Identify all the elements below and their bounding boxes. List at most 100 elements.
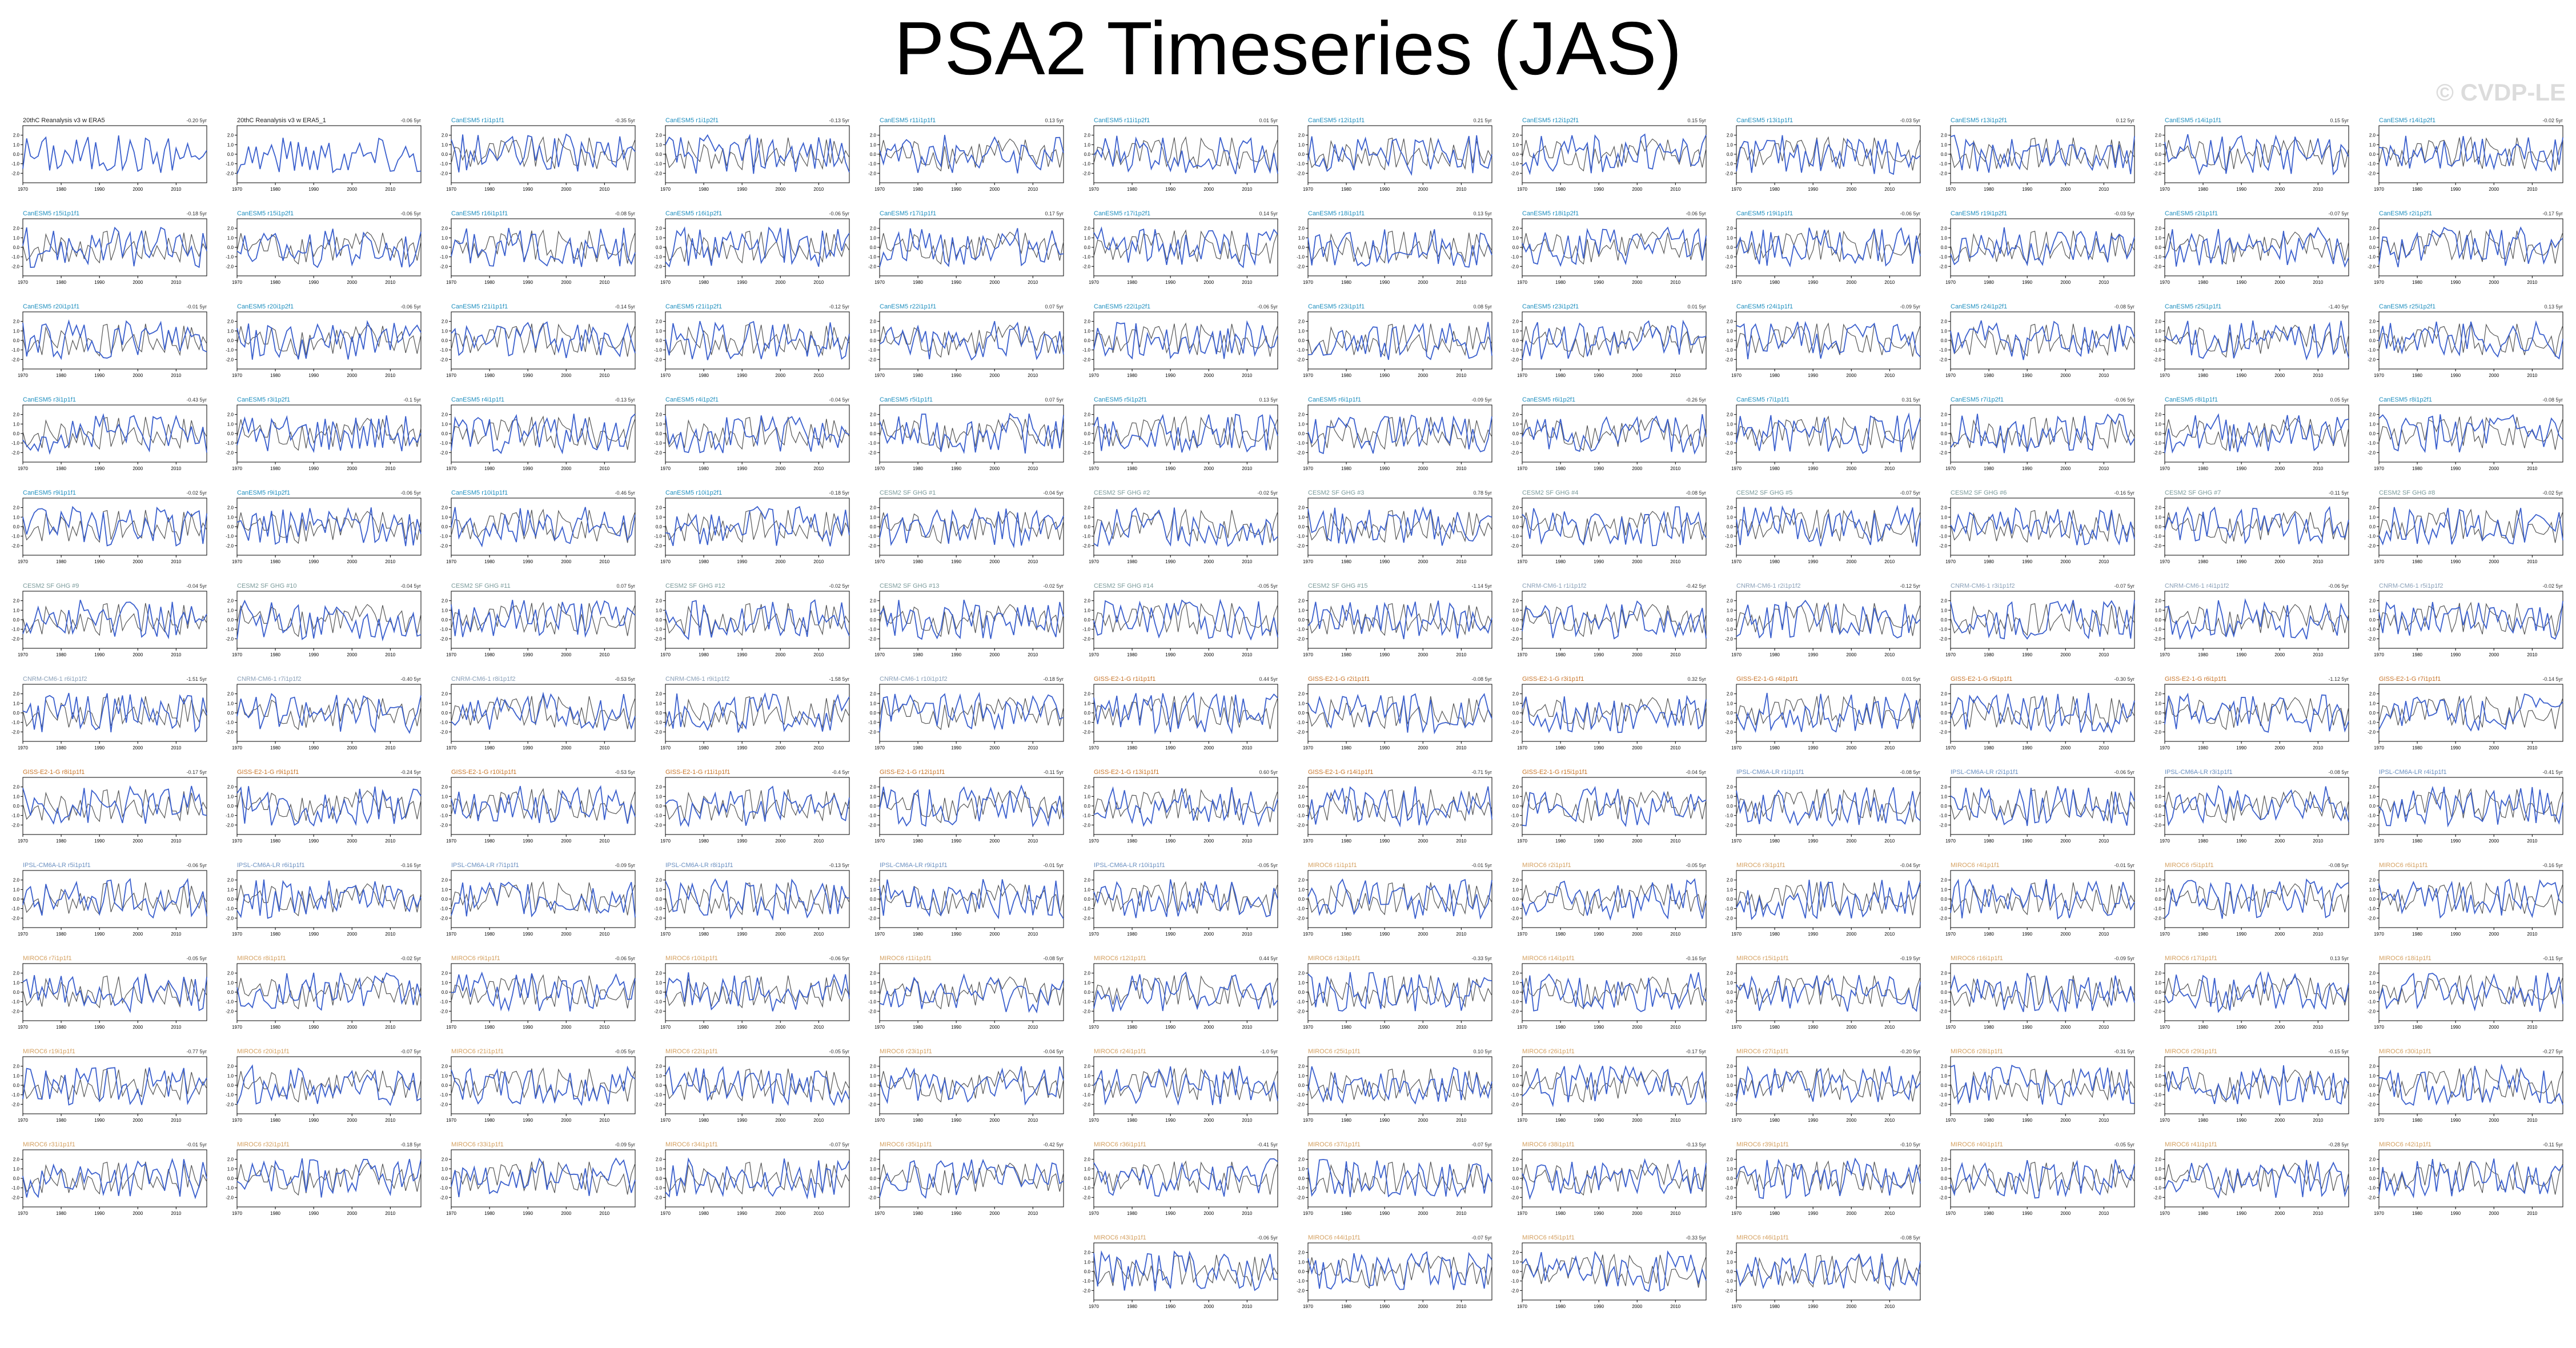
- obs-series-line: [451, 229, 636, 264]
- x-tick-label: 2000: [561, 745, 571, 751]
- x-tick-label: 2010: [385, 652, 395, 657]
- x-tick-label: 1990: [1594, 652, 1604, 657]
- x-tick-label: 1970: [1303, 559, 1313, 564]
- model-series-line: [236, 320, 422, 360]
- y-tick-label: -2.0: [1082, 916, 1090, 921]
- panel-title: IPSL-CM6A-LR r5i1p1f1: [23, 862, 91, 869]
- model-series-line: [451, 691, 636, 731]
- x-tick-label: 1980: [1984, 1211, 1994, 1216]
- panel: IPSL-CM6A-LR r1i1p1f1 -0.08 5yr2.01.00.0-…: [1725, 769, 1921, 844]
- panel: CanESM5 r14i1p1f1 0.15 5yr2.01.00.0-1.0-2…: [2153, 117, 2349, 192]
- x-tick-label: 2000: [1418, 559, 1428, 564]
- y-tick-label: -2.0: [1725, 1009, 1733, 1014]
- x-tick-label: 2010: [171, 745, 181, 751]
- y-tick-label: -2.0: [1725, 823, 1733, 828]
- y-tick-label: -2.0: [1725, 171, 1733, 176]
- y-tick-label: 1.0: [13, 1073, 20, 1078]
- x-tick-label: 2010: [1242, 1211, 1252, 1216]
- plot-frame: [879, 218, 1064, 276]
- y-tick-label: 0.0: [656, 711, 663, 716]
- y-tick-label: 2.0: [1727, 133, 1734, 138]
- panel-trend: -0.42 5yr: [1686, 583, 1706, 589]
- y-tick-label: -1.0: [1511, 627, 1519, 632]
- panel-title: CanESM5 r13i1p2f1: [1951, 117, 2007, 124]
- y-tick-label: -1.0: [1297, 720, 1305, 725]
- y-tick-label: 1.0: [1512, 235, 1519, 240]
- plot-frame: [1950, 311, 2135, 370]
- y-tick-label: -1.0: [654, 255, 662, 260]
- x-tick-label: 1980: [1127, 280, 1137, 285]
- x-tick-label: 1970: [874, 1211, 885, 1216]
- panel-trend: 0.44 5yr: [1259, 956, 1278, 961]
- panel-trend: -0.08 5yr: [2542, 397, 2563, 403]
- panel-title: CNRM-CM6-1 r7i1p1f2: [237, 676, 301, 683]
- y-tick-label: -1.0: [440, 627, 448, 632]
- x-tick-label: 1990: [94, 745, 105, 751]
- y-tick-label: -1.0: [868, 1000, 876, 1005]
- obs-series-line: [1093, 1254, 1278, 1288]
- x-tick-label: 1980: [2412, 839, 2422, 844]
- panel-trend: 0.01 5yr: [1687, 304, 1706, 310]
- x-tick-label: 1990: [2236, 466, 2246, 471]
- panel-title: CanESM5 r9i1p2f1: [237, 490, 290, 496]
- obs-series-line: [1950, 975, 2135, 1009]
- panel: MIROC6 r1i1p1f1 -0.01 5yr2.01.00.0-1.0-2.…: [1297, 862, 1492, 937]
- panel-trend: 0.78 5yr: [1473, 490, 1492, 496]
- x-tick-label: 1990: [2236, 839, 2246, 844]
- x-tick-label: 1970: [2374, 373, 2384, 378]
- x-tick-label: 1970: [2374, 1211, 2384, 1216]
- x-tick-label: 1980: [56, 466, 66, 471]
- x-tick-label: 1990: [1165, 187, 1175, 192]
- y-tick-label: 2.0: [227, 1157, 234, 1162]
- x-tick-label: 1990: [2022, 466, 2032, 471]
- x-tick-label: 2010: [1670, 932, 1680, 937]
- x-tick-label: 1980: [1770, 932, 1780, 937]
- plot-frame: [22, 1056, 207, 1114]
- panel-title: GISS-E2-1-G r9i1p1f1: [237, 769, 299, 776]
- y-tick-label: 0.0: [1727, 1269, 1734, 1274]
- x-tick-label: 1980: [2198, 932, 2208, 937]
- x-tick-label: 1970: [1517, 466, 1527, 471]
- model-series-line: [236, 879, 422, 919]
- panel-title: CESM2 SF GHG #7: [2165, 490, 2221, 496]
- panel-title: IPSL-CM6A-LR r2i1p1f1: [1951, 769, 2019, 776]
- x-tick-label: 2010: [1884, 280, 1895, 285]
- y-tick-label: 1.0: [1512, 515, 1519, 520]
- y-tick-label: -2.0: [2153, 1009, 2161, 1014]
- panel: CanESM5 r12i1p2f1 0.15 5yr2.01.00.0-1.0-2…: [1511, 117, 1707, 192]
- y-tick-label: 1.0: [442, 328, 448, 334]
- x-tick-label: 1980: [1555, 1211, 1566, 1216]
- panel-title: MIROC6 r6i1p1f1: [2379, 862, 2428, 869]
- y-tick-label: 0.0: [1941, 1176, 1948, 1181]
- x-tick-label: 1970: [1731, 466, 1742, 471]
- panel-title: MIROC6 r3i1p1f1: [1736, 862, 1785, 869]
- panel-title: CanESM5 r3i1p1f1: [23, 396, 76, 403]
- x-tick-label: 2010: [1028, 745, 1038, 751]
- x-tick-label: 2010: [1670, 1025, 1680, 1030]
- model-series-line: [1093, 226, 1278, 268]
- y-tick-label: -1.0: [1511, 534, 1519, 539]
- y-tick-label: -2.0: [654, 1195, 662, 1200]
- y-tick-label: -2.0: [654, 450, 662, 455]
- y-tick-label: 1.0: [13, 608, 20, 613]
- y-tick-label: 0.0: [656, 524, 663, 529]
- panel-title: CNRM-CM6-1 r4i1p1f2: [2165, 583, 2229, 589]
- x-tick-label: 1980: [270, 1025, 280, 1030]
- obs-series-line: [879, 790, 1064, 824]
- x-tick-label: 1990: [2236, 745, 2246, 751]
- y-tick-label: 1.0: [870, 608, 877, 613]
- model-series-line: [1736, 974, 1921, 1012]
- x-tick-label: 1980: [1770, 559, 1780, 564]
- panel-title: MIROC6 r20i1p1f1: [237, 1048, 290, 1055]
- y-tick-label: 1.0: [1727, 887, 1734, 892]
- y-tick-label: 0.0: [2155, 524, 2162, 529]
- x-tick-label: 2010: [1242, 1118, 1252, 1123]
- obs-series-line: [665, 696, 850, 729]
- panel-title: MIROC6 r31i1p1f1: [23, 1141, 75, 1148]
- model-series-line: [879, 784, 1064, 828]
- panel-title: CanESM5 r1i1p2f1: [665, 117, 719, 124]
- panel-title: MIROC6 r16i1p1f1: [1951, 955, 2003, 962]
- y-tick-label: -2.0: [1082, 823, 1090, 828]
- y-tick-label: 0.0: [2155, 1176, 2162, 1181]
